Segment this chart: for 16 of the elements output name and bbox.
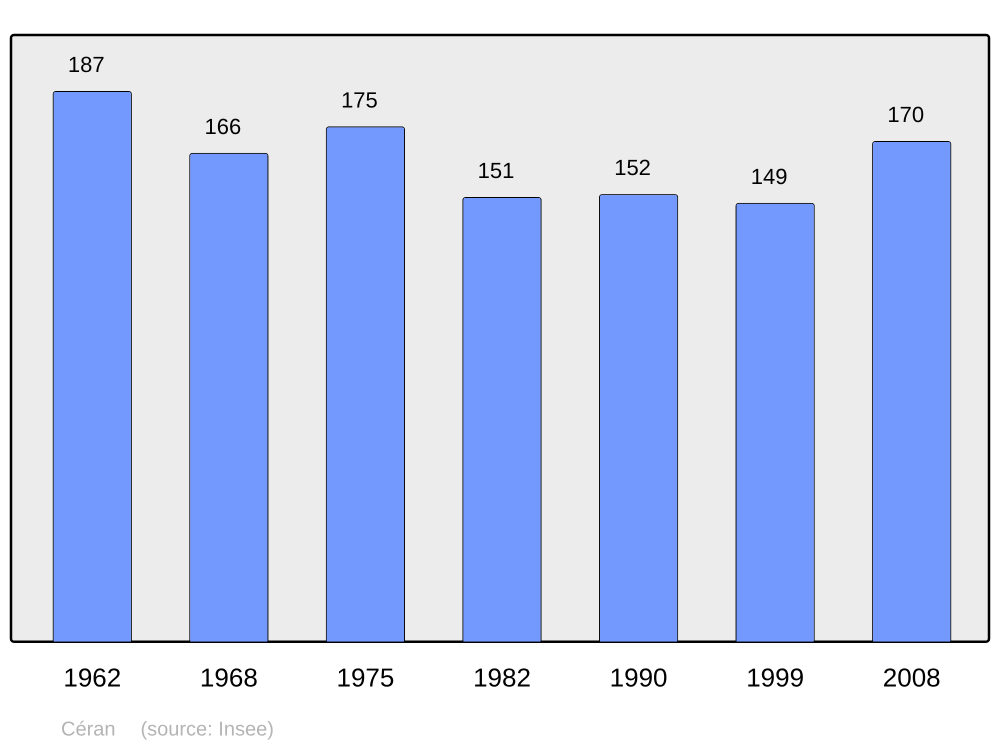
x-tick-label: 1982 (473, 662, 531, 693)
x-tick-label: 1968 (200, 662, 258, 693)
text: (source: Insee) (140, 718, 274, 741)
x-tick-label: 1975 (336, 662, 394, 693)
data-label: 170 (887, 102, 924, 128)
data-label: 187 (68, 52, 105, 78)
x-tick-label: 1962 (63, 662, 122, 693)
x-tick-label: 1990 (610, 662, 668, 693)
data-label: 175 (341, 87, 378, 112)
data-label: 152 (614, 155, 651, 180)
x-tick-label: 1999 (746, 662, 804, 693)
data-label: 166 (204, 114, 242, 139)
data-label: 151 (478, 158, 514, 184)
x-tick-label: 2008 (882, 662, 941, 693)
data-label: 149 (750, 164, 788, 189)
text: Céran (61, 718, 116, 741)
